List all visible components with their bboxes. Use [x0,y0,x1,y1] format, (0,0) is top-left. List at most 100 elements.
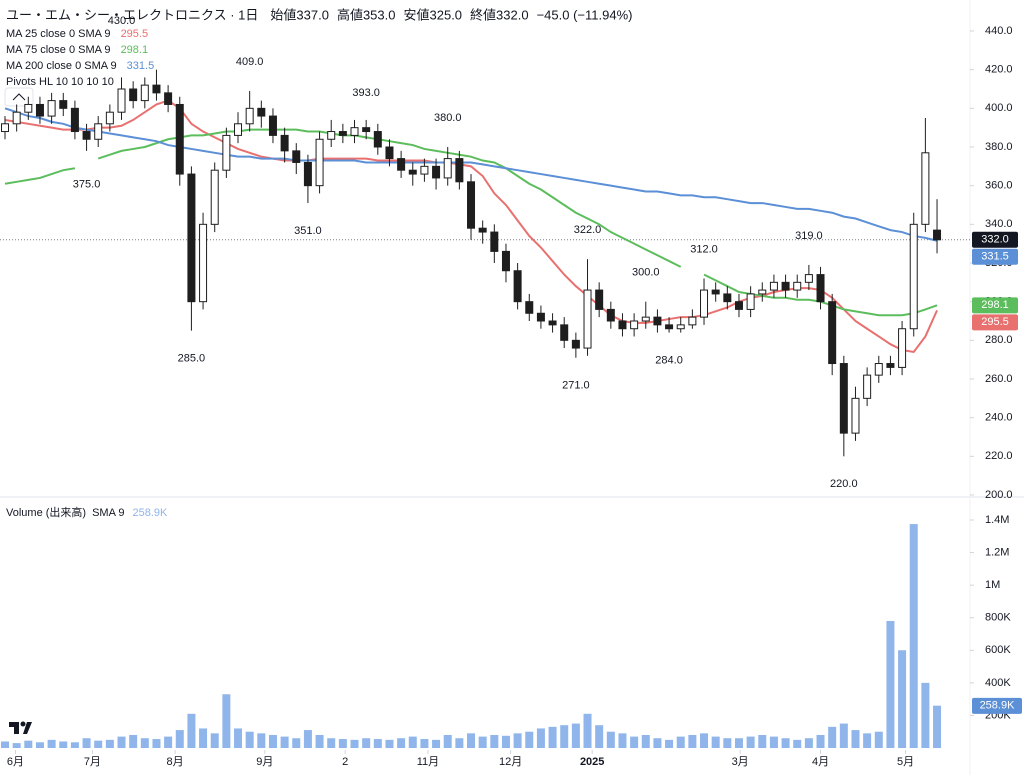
candle-body [734,301,743,310]
volume-legend-value: 258.9K [132,507,168,519]
x-tick-label: 6月 [7,756,24,768]
candle-body [595,289,604,310]
candle-body [164,92,173,105]
volume-bar [560,725,569,748]
candle-body [793,281,802,291]
candle-body [362,127,371,133]
candle-body [303,161,312,187]
candle-body [804,274,813,283]
legend-value: 331.5 [127,60,155,72]
y-tick-label: 420.0 [985,64,1013,76]
candle-body [397,158,406,171]
volume-bar [467,733,476,748]
x-tick-label: 9月 [256,756,273,768]
candle-body [921,152,930,225]
volume-bar [804,738,813,748]
logo [9,721,32,734]
candle-body [245,107,254,125]
candle-body [839,363,848,434]
pivot-label: 393.0 [352,87,380,99]
candle-body [105,111,114,125]
volume-bar [839,723,848,748]
y-tick-label: 200.0 [985,489,1013,501]
price-tag-label: 331.5 [981,251,1009,263]
candle-body [70,107,79,133]
candle-body [47,100,56,117]
x-tick-label: 4月 [812,756,829,768]
candle-body [59,100,68,109]
candle-body [688,316,697,326]
candle-body [828,301,837,365]
pivot-label: 322.0 [574,224,602,236]
candle-body [525,301,534,314]
volume-bar [501,735,510,748]
x-tick-label: 5月 [897,756,914,768]
volume-bar [303,730,312,748]
volume-bar [536,728,545,748]
volume-bar [140,738,149,748]
volume-bar [898,650,907,748]
candle-body [187,173,196,303]
candle-body [432,165,441,179]
volume-bar [187,713,196,748]
volume-bar [70,742,79,748]
y-tick-label: 400.0 [985,102,1013,114]
candle-body [175,103,184,175]
collapse-button[interactable] [4,87,34,107]
volume-bar [816,734,825,748]
candle-body [315,138,324,187]
legend-entry: Pivots HL 10 10 10 10 [6,76,114,88]
volume-bar [548,726,557,748]
candle-body [82,131,91,140]
candle-body [874,363,883,376]
y-tick-label: 360.0 [985,180,1013,192]
price-pane [0,69,970,457]
volume-tag-label: 258.9K [980,700,1016,712]
candle-body [199,223,208,303]
y-tick-label: 440.0 [985,25,1013,37]
volume-bar [769,736,778,748]
volume-bar [94,740,103,748]
candle-body [630,320,639,330]
ohlc-field: 始値337.0 [270,7,329,22]
volume-bar [583,713,592,748]
y-tick-label: 600K [985,644,1011,656]
price-tag [972,297,1018,314]
pivot-label: 284.0 [655,355,683,367]
collapse-icon [12,93,26,101]
price-tag-label: 295.5 [981,316,1009,328]
volume-bar [175,730,184,748]
ma-line [4,107,938,242]
volume-bar [210,733,219,748]
y-tick-label: 800K [985,612,1011,624]
volume-bar [327,738,336,748]
volume-bar [420,739,429,748]
volume-bar [408,736,417,748]
volume-bar [280,736,289,748]
x-tick-label: 2 [342,756,348,768]
pivot-label: 375.0 [73,179,101,191]
candle-body [327,131,336,140]
candle-body [665,324,674,330]
candle-body [723,293,732,303]
volume-bar [24,740,33,748]
candle-body [641,316,650,322]
candle-body [140,84,149,102]
pivot-label: 409.0 [236,56,264,68]
volume-bar [734,738,743,748]
price-tag [972,314,1018,331]
candle-body [571,339,580,349]
volume-bar [397,738,406,748]
legend-entry: MA 200 close 0 SMA 9 [6,60,117,72]
volume-bar [373,739,382,748]
volume-bar [234,728,243,748]
volume-bar [909,524,918,748]
y-tick-label: 280.0 [985,334,1013,346]
candle-body [711,289,720,295]
volume-bar [863,733,872,748]
volume-bar [12,743,21,748]
volume-bar [711,736,720,748]
pivot-label: 220.0 [830,478,858,490]
volume-bar [245,731,254,748]
